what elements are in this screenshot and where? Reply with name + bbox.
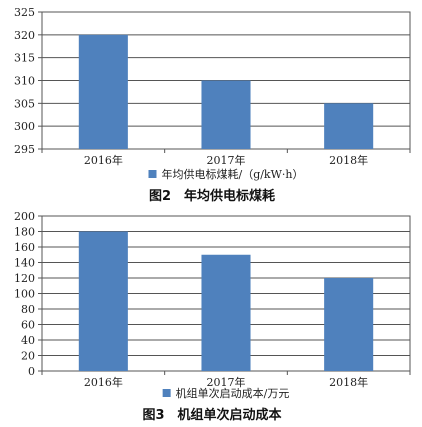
bar xyxy=(201,80,251,149)
x-tick-label: 2016年 xyxy=(84,153,123,167)
legend-label: 年均供电标煤耗/（g/kW·h） xyxy=(161,167,303,181)
y-tick-label: 80 xyxy=(21,303,35,316)
legend-swatch xyxy=(162,389,171,397)
y-tick-label: 305 xyxy=(14,97,35,110)
y-tick-label: 310 xyxy=(14,75,35,88)
figure-caption: 图2 年均供电标煤耗 xyxy=(149,188,275,204)
x-tick-label: 2017年 xyxy=(207,375,246,389)
legend: 年均供电标煤耗/（g/kW·h） xyxy=(148,167,304,181)
legend-label: 机组单次启动成本/万元 xyxy=(176,386,290,400)
bar xyxy=(78,34,128,150)
y-tick-label: 60 xyxy=(21,319,35,332)
y-tick-label: 100 xyxy=(14,288,35,301)
x-tick-label: 2017年 xyxy=(207,153,246,167)
x-tick-label: 2016年 xyxy=(84,375,123,389)
y-tick-label: 180 xyxy=(14,226,35,239)
y-tick-label: 160 xyxy=(14,241,35,254)
legend-swatch xyxy=(148,170,157,178)
y-tick-label: 120 xyxy=(14,272,35,285)
legend: 机组单次启动成本/万元 xyxy=(162,386,290,400)
chart-coal-consumption: 295 300 305 310 315 320 325 2016年 2017年 2018年年均供电… xyxy=(14,6,411,204)
y-tick-label: 315 xyxy=(14,52,35,65)
bar xyxy=(201,254,251,371)
bar xyxy=(324,103,374,149)
x-tick-label: 2018年 xyxy=(329,375,368,389)
y-tick-label: 300 xyxy=(14,120,35,133)
y-tick-label: 140 xyxy=(14,257,35,270)
bar xyxy=(324,278,374,371)
y-tick-label: 325 xyxy=(14,6,35,19)
y-tick-label: 200 xyxy=(14,210,35,223)
y-tick-label: 40 xyxy=(21,334,35,347)
y-tick-label: 320 xyxy=(14,29,35,42)
y-tick-label: 20 xyxy=(21,350,35,363)
figure-caption: 图3 机组单次启动成本 xyxy=(142,407,281,423)
y-tick-label: 295 xyxy=(14,143,35,156)
bar xyxy=(78,231,128,371)
x-tick-label: 2018年 xyxy=(329,153,368,167)
y-tick-label: 0 xyxy=(28,365,35,378)
chart-startup-cost: 0 20 40 60 80 100 120 140 160 180 200 2016年 2017年 201… xyxy=(14,210,411,423)
